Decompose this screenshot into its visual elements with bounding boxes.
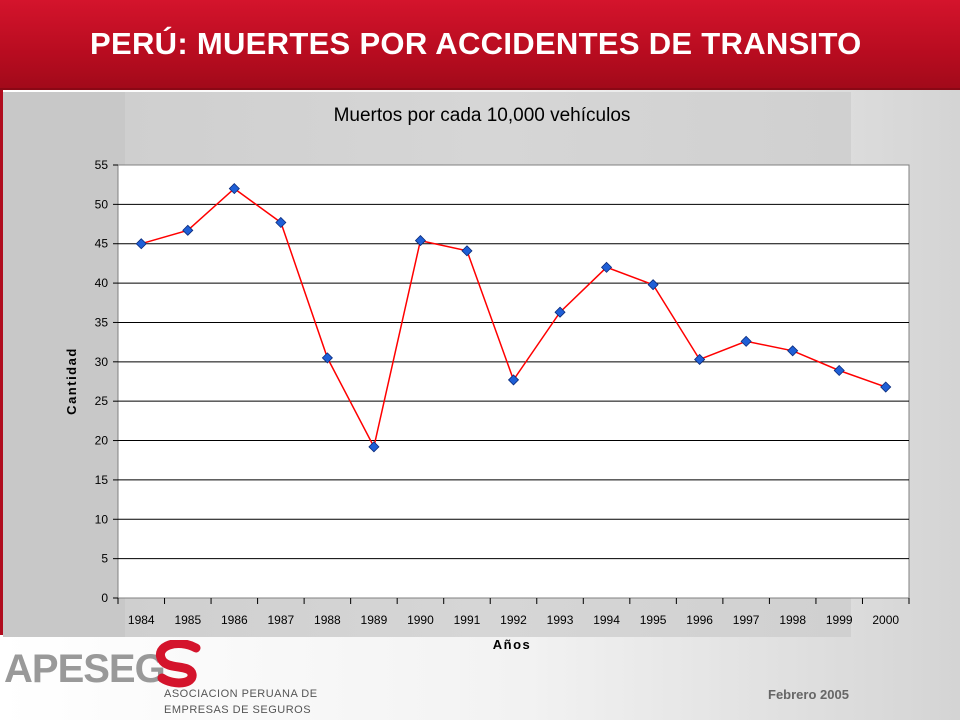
x-tick-label: 1999	[826, 613, 853, 627]
title-banner: PERÚ: MUERTES POR ACCIDENTES DE TRANSITO	[0, 0, 960, 90]
x-tick-label: 1991	[454, 613, 481, 627]
y-axis-label: Cantidad	[64, 347, 79, 415]
x-tick-label: 2000	[872, 613, 899, 627]
y-tick-label: 25	[95, 394, 109, 408]
data-point-1994	[600, 261, 613, 273]
x-tick-label: 1995	[640, 613, 667, 627]
y-tick-label: 30	[95, 355, 109, 369]
data-point-1998	[787, 345, 799, 357]
y-tick-label: 50	[95, 197, 109, 211]
x-tick-label: 1986	[221, 613, 248, 627]
data-point-1996	[694, 353, 706, 366]
data-point-1999	[833, 364, 845, 377]
x-tick-label: 1994	[593, 613, 620, 627]
y-tick-label: 20	[95, 434, 109, 448]
y-tick-label: 15	[95, 473, 109, 487]
org-name-line1: ASOCIACION PERUANA DE	[164, 688, 318, 700]
data-point-1989	[368, 441, 380, 453]
y-tick-label: 40	[95, 276, 109, 290]
data-point-1995	[647, 279, 659, 291]
data-point-1984	[135, 238, 147, 250]
logo-wordmark: APESEG	[4, 647, 165, 688]
x-tick-label: 1990	[407, 613, 434, 627]
y-tick-label: 35	[95, 315, 109, 329]
x-tick-label: 1987	[268, 613, 295, 627]
data-point-1987	[275, 216, 287, 229]
x-axis-ticks: 1984 1985 1986 1987 1988 1989 1990 1991 1992 1993…	[117, 598, 910, 627]
x-tick-label: 1985	[174, 613, 201, 627]
y-tick-label: 5	[101, 552, 108, 566]
data-point-2000	[880, 381, 892, 393]
chart-title: Muertos por cada 10,000 vehículos	[334, 105, 631, 126]
x-tick-label: 1989	[361, 613, 388, 627]
slide-title: PERÚ: MUERTES POR ACCIDENTES DE TRANSITO	[90, 26, 862, 61]
footer-date: Febrero 2005	[768, 687, 849, 702]
series-markers	[135, 183, 892, 453]
x-tick-label: 1984	[128, 613, 155, 627]
x-tick-label: 1993	[547, 613, 574, 627]
data-point-1990	[414, 235, 427, 247]
x-tick-label: 1996	[686, 613, 713, 627]
x-tick-label: 1998	[779, 613, 806, 627]
data-point-1988	[321, 352, 333, 364]
apeseg-logo: APESEG	[4, 640, 201, 688]
data-point-1986	[228, 183, 240, 195]
y-tick-label: 10	[95, 512, 109, 526]
data-point-1992	[507, 374, 520, 386]
data-point-1993	[554, 306, 566, 318]
x-tick-label: 1997	[733, 613, 760, 627]
data-point-1991	[461, 245, 473, 257]
x-tick-label: 1992	[500, 613, 527, 627]
y-tick-label: 0	[101, 591, 108, 605]
y-tick-label: 45	[95, 237, 109, 251]
x-tick-label: 1988	[314, 613, 341, 627]
y-tick-label: 55	[95, 158, 109, 172]
org-name-line2: EMPRESAS DE SEGUROS	[164, 704, 312, 716]
y-axis-ticks: 0 5 10 15 20 25 30 35 40 45 50 55	[95, 158, 118, 605]
x-axis-label: Años	[493, 637, 532, 652]
left-accent-bar	[0, 90, 3, 635]
gridlines	[118, 203, 909, 560]
data-point-1997	[740, 335, 752, 347]
data-point-1985	[182, 224, 194, 236]
logo-s-icon	[156, 640, 201, 688]
